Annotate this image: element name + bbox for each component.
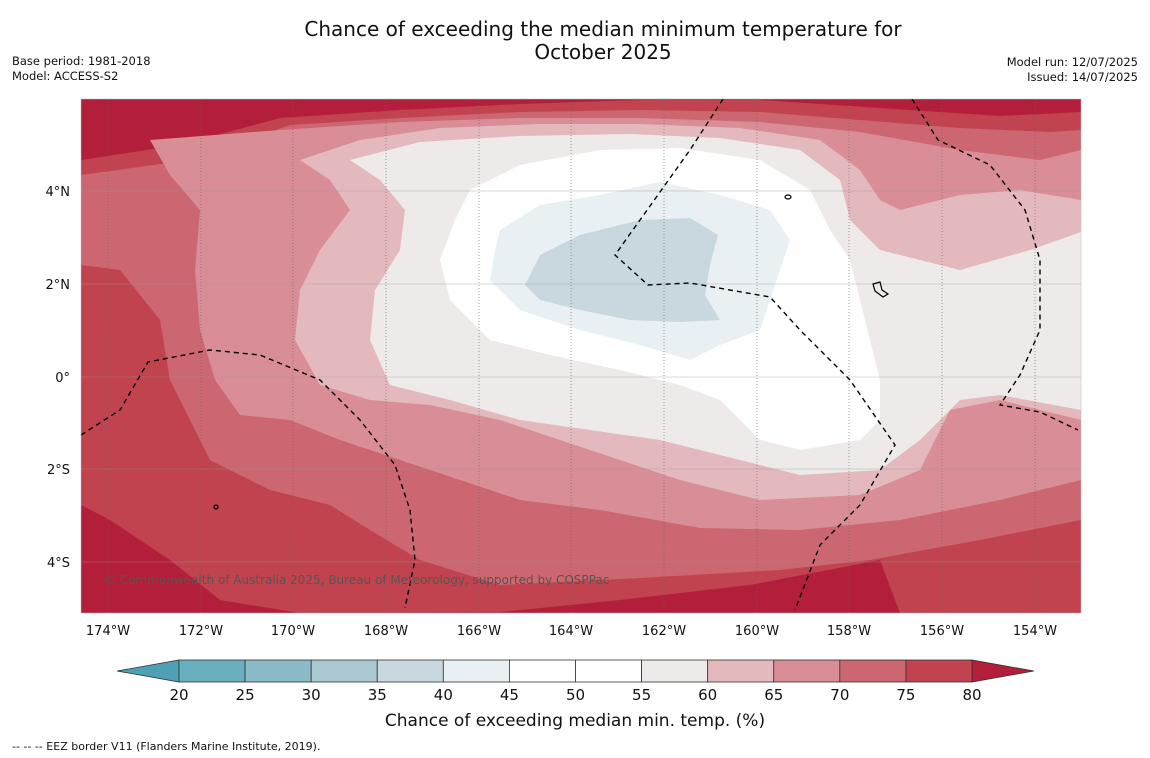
colorbar-tick: 35 [368, 686, 387, 704]
colorbar-cell [839, 659, 907, 683]
base-period: Base period: 1981-2018 [12, 54, 151, 68]
island-small-2 [213, 504, 219, 510]
lon-tick: 158°W [827, 624, 871, 639]
lon-tick: 154°W [1013, 624, 1057, 639]
lat-tick: 4°S [47, 556, 70, 571]
island-small-1 [784, 194, 792, 200]
colorbar-tick-labels: 20 25 30 35 40 45 50 55 60 65 70 75 80 [169, 686, 981, 704]
eez-border-west [80, 349, 416, 609]
chart-title: Chance of exceeding the median minimum t… [0, 18, 1150, 64]
lon-tick-labels: 174°W 172°W 170°W 168°W 166°W 164°W 162°… [86, 624, 1057, 639]
colorbar-tick: 55 [632, 686, 651, 704]
colorbar-tick: 25 [236, 686, 255, 704]
map-field [81, 99, 1081, 613]
colorbar-low-extension [116, 659, 180, 683]
lon-tick: 174°W [86, 624, 130, 639]
colorbar-tick: 20 [169, 686, 188, 704]
lon-tick: 164°W [549, 624, 593, 639]
eez-border-central [614, 98, 896, 611]
colorbar-cell [707, 659, 775, 683]
lon-tick: 162°W [642, 624, 686, 639]
lon-tick: 166°W [457, 624, 501, 639]
colorbar-cells [178, 659, 973, 683]
colorbar-cell [376, 659, 444, 683]
meta-right: Model run: 12/07/2025 Issued: 14/07/2025 [1007, 55, 1138, 85]
colorbar-tick: 80 [962, 686, 981, 704]
lat-grid-lines [81, 190, 1081, 563]
colorbar-cell [244, 659, 312, 683]
colorbar-tick: 65 [764, 686, 783, 704]
colorbar-tick: 45 [500, 686, 519, 704]
colorbar-cell [310, 659, 378, 683]
title-line-2: October 2025 [534, 40, 672, 64]
eez-borders [80, 98, 1079, 611]
band-35-40 [525, 218, 720, 322]
lon-tick: 160°W [735, 624, 779, 639]
model-run: Model run: 12/07/2025 [1006, 55, 1138, 69]
colorbar-tick: 75 [896, 686, 915, 704]
lat-tick: 2°S [47, 463, 70, 478]
lon-tick: 168°W [364, 624, 408, 639]
lon-tick: 172°W [179, 624, 223, 639]
eez-legend: -- -- -- EEZ border V11 (Flanders Marine… [12, 740, 321, 753]
colorbar-cell [442, 659, 510, 683]
issued-date: Issued: 14/07/2025 [1027, 70, 1138, 84]
colorbar-cell [509, 659, 576, 683]
lon-tick: 170°W [271, 624, 315, 639]
lat-tick: 0° [55, 371, 70, 386]
island-kiritimati [872, 281, 890, 298]
meta-left: Base period: 1981-2018 Model: ACCESS-S2 [12, 54, 151, 84]
colorbar-cell [773, 659, 841, 683]
colorbar-tick: 30 [302, 686, 321, 704]
colorbar-cell [905, 659, 973, 683]
eez-border-east [911, 98, 1079, 431]
colorbar-cell [641, 659, 709, 683]
colorbar-high-extension [971, 659, 1035, 683]
colorbar-tick: 50 [566, 686, 585, 704]
credit-text: © Commonwealth of Australia 2025, Bureau… [104, 573, 609, 587]
lon-tick: 156°W [920, 624, 964, 639]
colorbar: 20 25 30 35 40 45 50 55 60 65 70 75 80 Chance of exc… [116, 659, 1035, 731]
title-line-1: Chance of exceeding the median minimum t… [304, 17, 902, 41]
colorbar-cell [178, 659, 246, 683]
colorbar-tick: 40 [434, 686, 453, 704]
islands [213, 194, 890, 510]
colorbar-tick: 70 [830, 686, 849, 704]
colorbar-label: Chance of exceeding median min. temp. (%… [385, 711, 765, 731]
map-frame [80, 98, 1082, 614]
model-name: Model: ACCESS-S2 [12, 69, 119, 83]
lat-tick: 4°N [46, 185, 71, 200]
lat-tick: 2°N [46, 278, 71, 293]
colorbar-tick: 60 [698, 686, 717, 704]
colorbar-cell [575, 659, 642, 683]
lat-tick-labels: 4°N 2°N 0° 2°S 4°S [46, 185, 71, 571]
